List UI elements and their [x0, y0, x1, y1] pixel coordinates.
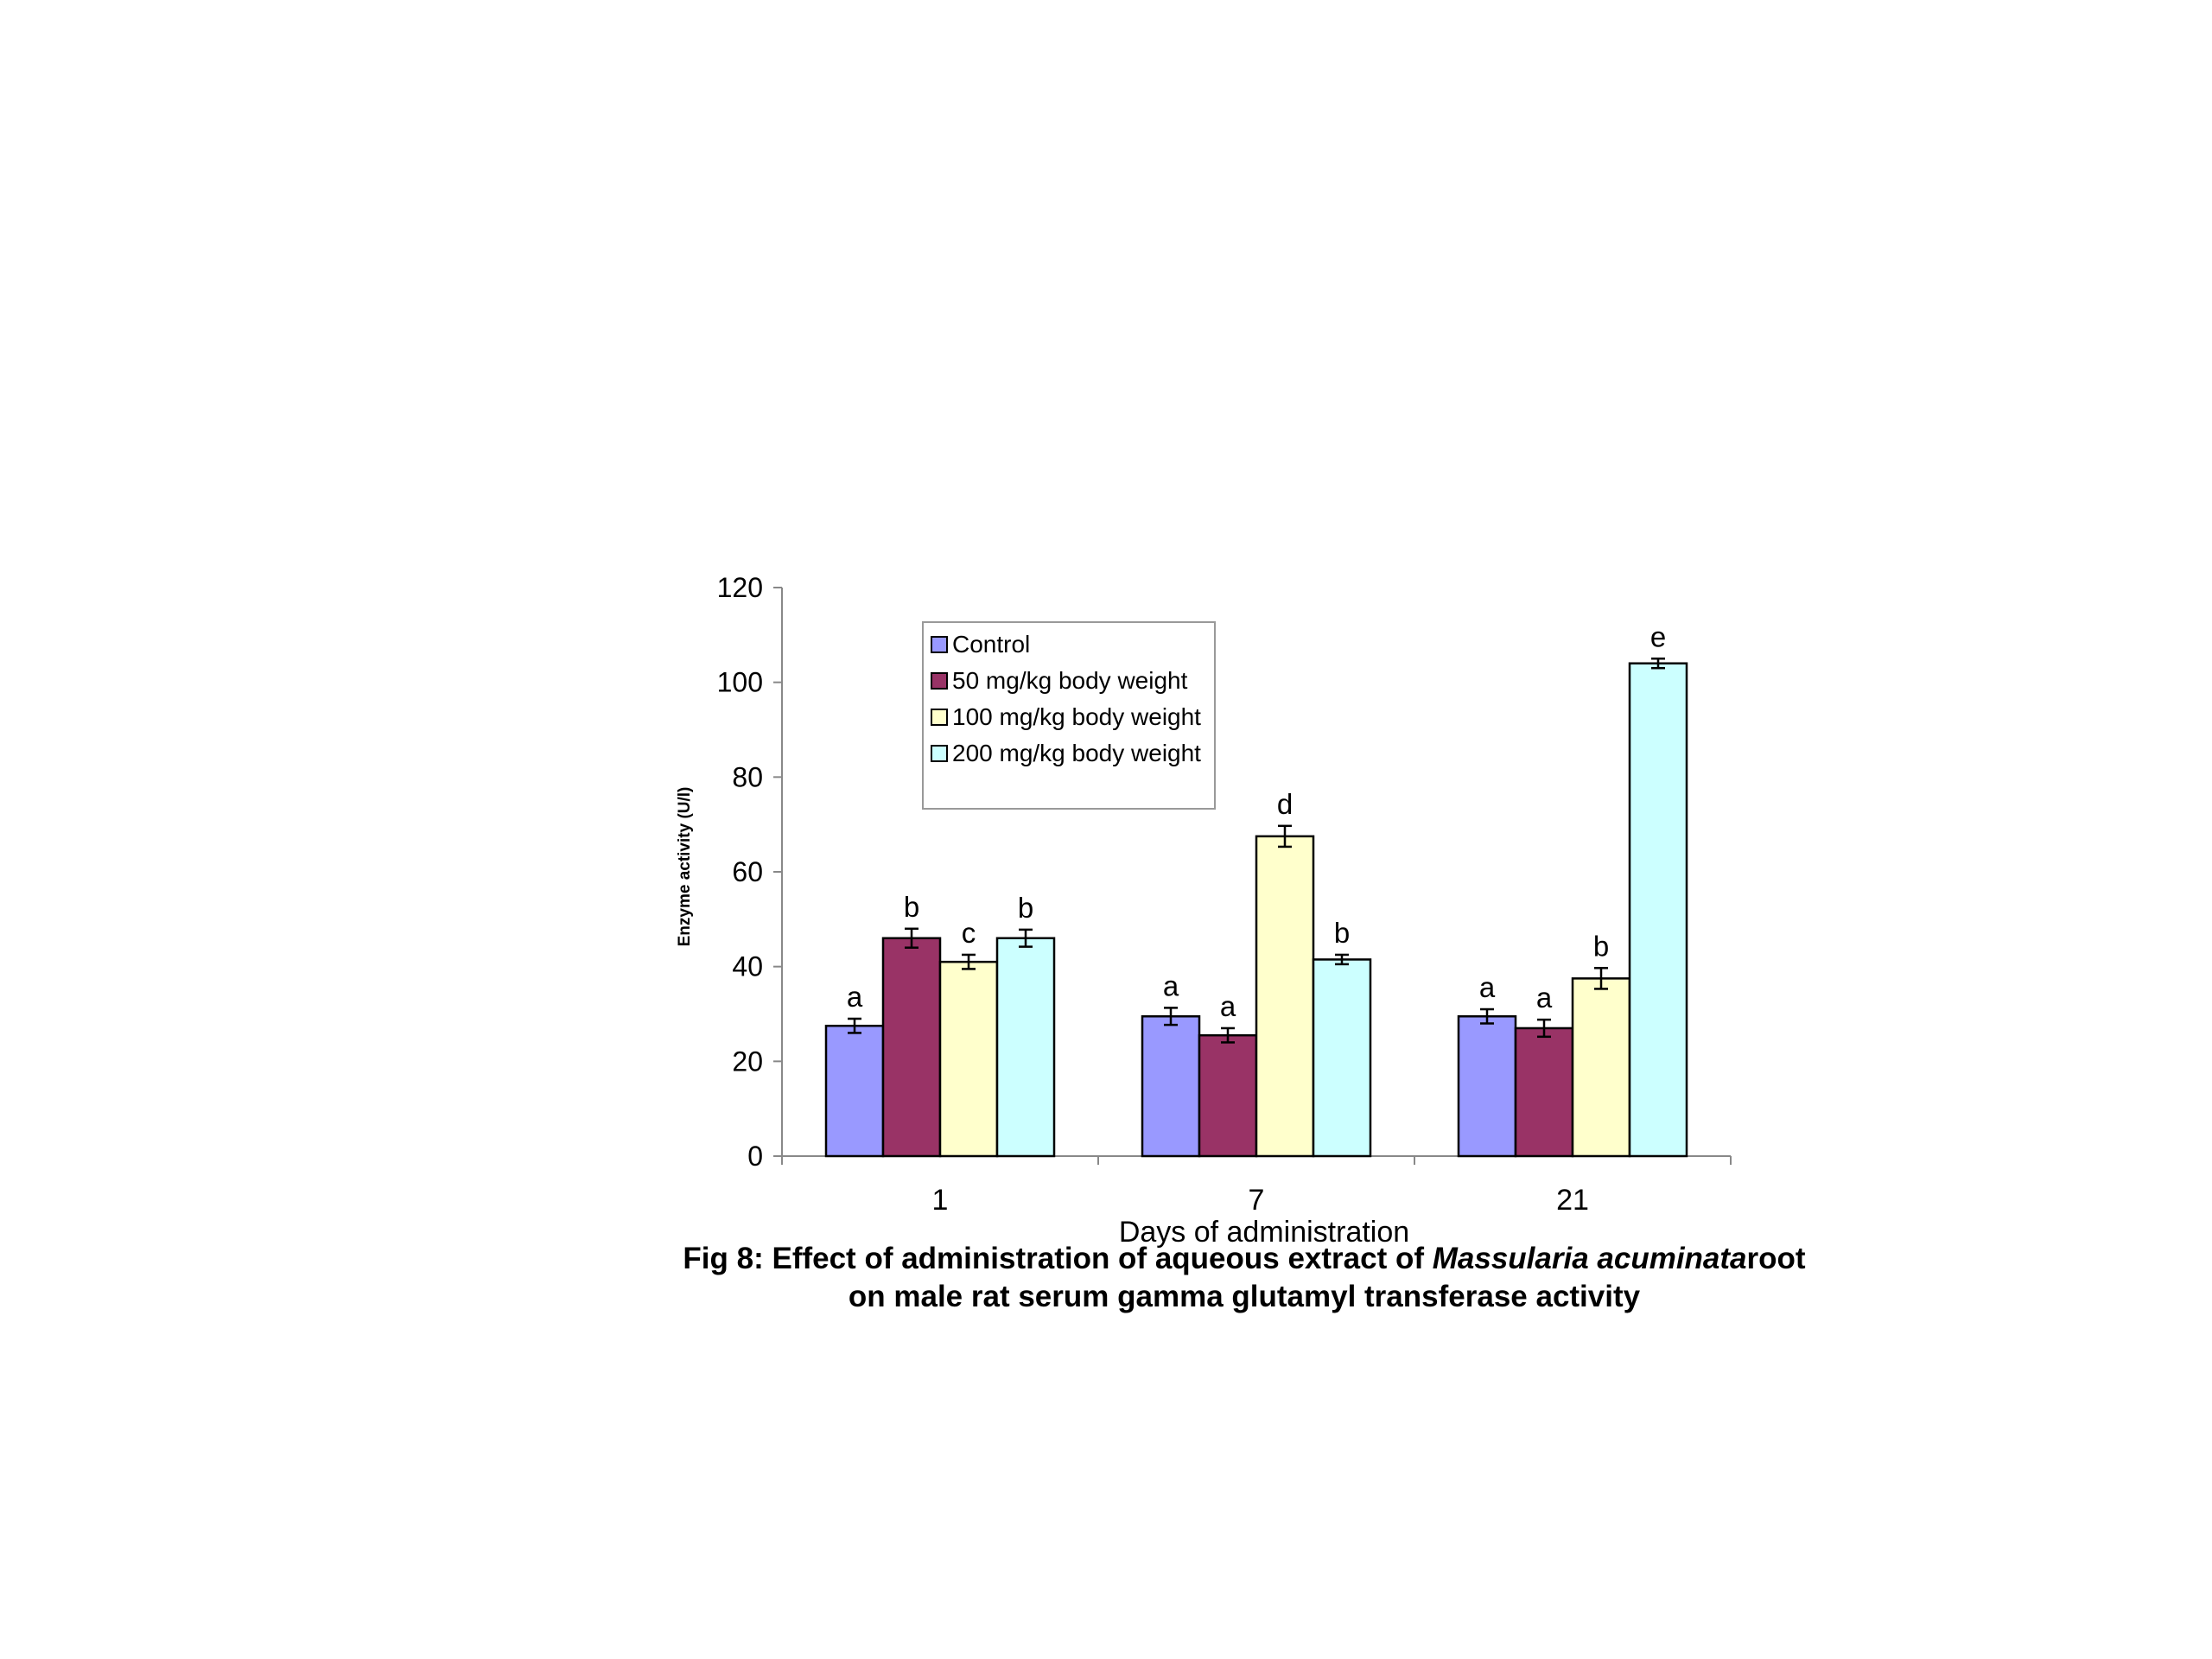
- caption-text-after: root: [1746, 1242, 1806, 1275]
- caption-line-2: on male rat serum gamma glutamyl transfe…: [848, 1280, 1641, 1313]
- bar: [824, 1024, 885, 1158]
- legend-box: [922, 621, 1216, 810]
- y-tick-label: 80: [732, 761, 763, 792]
- x-tick-label: 7: [1249, 1184, 1265, 1217]
- bar: [1198, 1033, 1258, 1158]
- legend-label: Control: [952, 631, 1030, 658]
- x-axis-label: Days of administration: [1119, 1216, 1409, 1249]
- bar: [1457, 1014, 1517, 1158]
- bars-group: [824, 662, 1688, 1158]
- legend-swatch: [931, 672, 948, 690]
- y-axis: 0 20 40 60 80 100 120: [717, 572, 783, 1172]
- caption-species-name: Massularia acuminata: [1432, 1242, 1747, 1275]
- legend: Control 50 mg/kg body weight 100 mg/kg bod…: [922, 621, 1216, 810]
- legend-label: 50 mg/kg body weight: [952, 667, 1188, 694]
- significance-letter: b: [1593, 930, 1609, 962]
- y-tick-label: 0: [747, 1141, 763, 1172]
- legend-label: 200 mg/kg body weight: [952, 740, 1201, 766]
- significance-letter: a: [1479, 971, 1496, 1003]
- bar: [1141, 1014, 1201, 1158]
- legend-swatch: [931, 709, 948, 726]
- legend-swatch: [931, 636, 948, 653]
- significance-letter: b: [1018, 892, 1033, 924]
- significance-letter: e: [1650, 620, 1666, 652]
- bar: [938, 960, 999, 1158]
- significance-letter: c: [962, 917, 976, 949]
- bar: [995, 937, 1056, 1158]
- y-tick-label: 120: [717, 572, 763, 603]
- significance-letter: a: [1163, 969, 1179, 1001]
- significance-letter: b: [1334, 917, 1350, 949]
- y-tick-label: 40: [732, 951, 763, 982]
- y-tick-label: 100: [717, 667, 763, 698]
- y-tick-label: 60: [732, 856, 763, 887]
- bar: [1312, 958, 1372, 1158]
- bar: [1255, 835, 1315, 1158]
- caption-line-1: Fig 8: Effect of administration of aqueo…: [553, 1240, 1936, 1278]
- y-tick-label: 20: [732, 1046, 763, 1077]
- error-bars-group: [848, 658, 1665, 1044]
- figure-caption: Fig 8: Effect of administration of aqueo…: [553, 1240, 1936, 1316]
- bar: [1628, 662, 1688, 1158]
- y-axis-label: Enzyme activity (U/l): [676, 787, 694, 947]
- significance-letters-group: a b c b a a d b a a b e: [847, 620, 1666, 1022]
- significance-letter: d: [1277, 788, 1293, 820]
- significance-letter: a: [1220, 990, 1236, 1022]
- bar: [881, 937, 942, 1158]
- x-tick-label: 21: [1556, 1184, 1589, 1217]
- significance-letter: a: [1536, 982, 1553, 1014]
- significance-letter: b: [904, 891, 919, 923]
- bar: [1514, 1027, 1574, 1158]
- x-axis: 1 7 21: [781, 1155, 1732, 1217]
- caption-text-before: Fig 8: Effect of administration of aqueo…: [683, 1242, 1433, 1275]
- significance-letter: a: [847, 981, 863, 1013]
- legend-swatch: [931, 745, 948, 762]
- legend-label: 100 mg/kg body weight: [952, 703, 1201, 730]
- bar: [1571, 977, 1631, 1158]
- x-tick-label: 1: [932, 1184, 949, 1217]
